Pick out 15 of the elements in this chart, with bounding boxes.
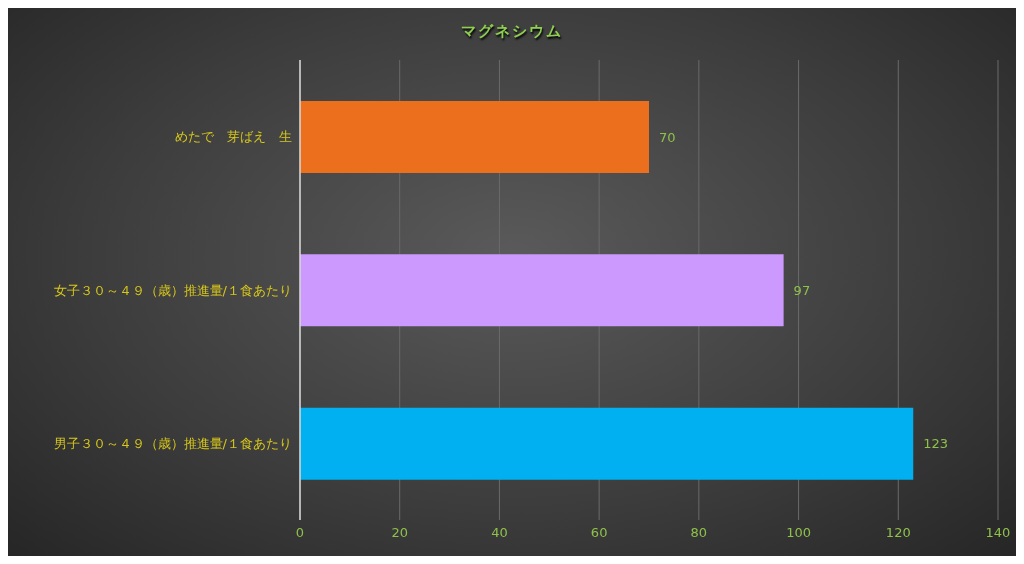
x-tick-label: 20 — [391, 525, 408, 541]
data-label: 70 — [659, 129, 676, 145]
x-tick-label: 40 — [491, 525, 508, 541]
y-tick-label: めたで 芽ばえ 生 — [175, 129, 292, 145]
x-tick-label: 120 — [885, 525, 911, 541]
x-tick-label: 100 — [786, 525, 811, 541]
y-tick-label: 男子３０～４９（歳）推進量/１食あたり — [53, 435, 292, 451]
x-tick-label: 0 — [295, 525, 305, 541]
chart-title: マグネシウム — [460, 22, 564, 41]
data-label: 97 — [793, 282, 811, 298]
data-label: 123 — [923, 436, 949, 452]
x-tick-label: 60 — [590, 525, 608, 541]
y-tick-label: 女子３０～４９（歳）推進量/１食あたり — [53, 282, 292, 298]
x-tick-label: 140 — [985, 525, 1011, 541]
x-tick-label: 80 — [690, 525, 708, 541]
